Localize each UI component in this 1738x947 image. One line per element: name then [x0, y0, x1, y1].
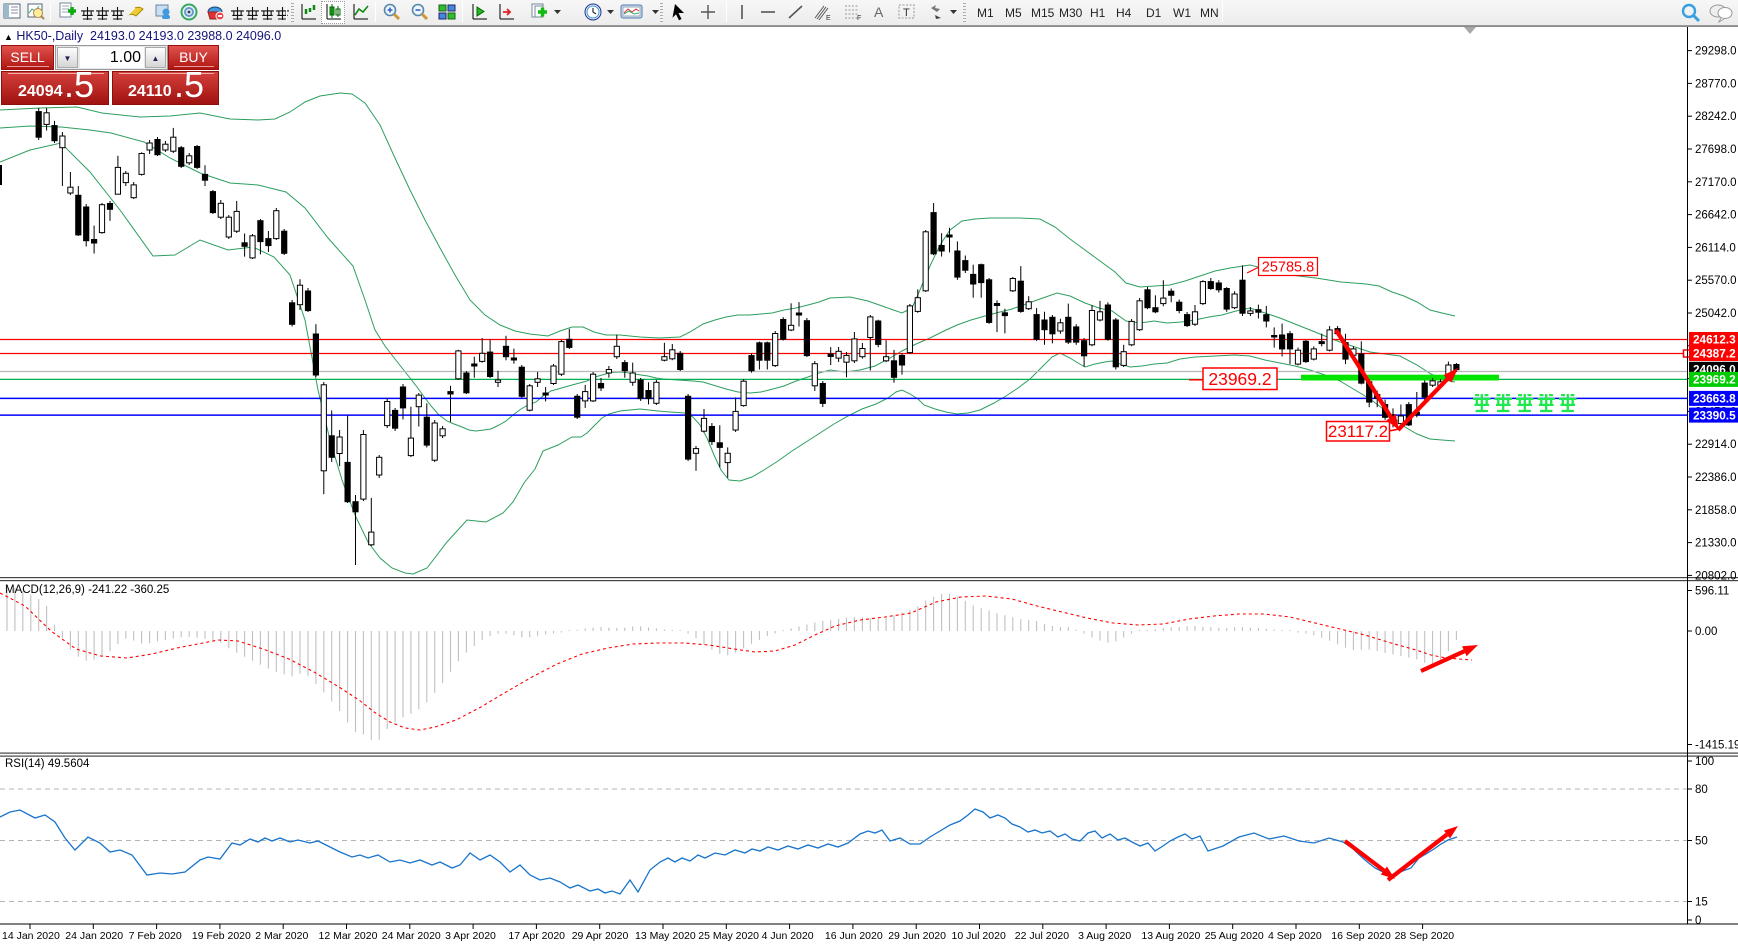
svg-text:23663.8: 23663.8 — [1693, 392, 1736, 406]
svg-text:7 Feb 2020: 7 Feb 2020 — [129, 930, 182, 942]
svg-text:0: 0 — [1695, 915, 1701, 927]
svg-text:29 Apr 2020: 29 Apr 2020 — [572, 930, 629, 942]
svg-text:4 Jun 2020: 4 Jun 2020 — [762, 930, 814, 942]
svg-text:-1415.19: -1415.19 — [1695, 740, 1738, 752]
svg-text:25570.0: 25570.0 — [1695, 275, 1737, 287]
svg-text:28242.0: 28242.0 — [1695, 111, 1737, 123]
svg-text:10 Jul 2020: 10 Jul 2020 — [952, 930, 1006, 942]
svg-text:50: 50 — [1695, 836, 1708, 848]
svg-text:24387.2: 24387.2 — [1693, 347, 1736, 361]
svg-text:25 May 2020: 25 May 2020 — [698, 930, 759, 942]
svg-text:28 Sep 2020: 28 Sep 2020 — [1395, 930, 1455, 942]
svg-text:27698.0: 27698.0 — [1695, 144, 1737, 156]
svg-text:23117.2: 23117.2 — [1328, 422, 1388, 441]
svg-text:100: 100 — [1695, 756, 1714, 768]
svg-text:3 Apr 2020: 3 Apr 2020 — [445, 930, 496, 942]
svg-text:25785.8: 25785.8 — [1262, 260, 1314, 276]
svg-text:16 Jun 2020: 16 Jun 2020 — [825, 930, 883, 942]
svg-text:28770.0: 28770.0 — [1695, 78, 1737, 90]
svg-text:25 Aug 2020: 25 Aug 2020 — [1205, 930, 1264, 942]
svg-text:23969.2: 23969.2 — [1693, 373, 1736, 387]
svg-text:23390.5: 23390.5 — [1693, 408, 1736, 422]
svg-text:RSI(14) 49.5604: RSI(14) 49.5604 — [5, 758, 90, 770]
svg-text:22 Jul 2020: 22 Jul 2020 — [1015, 930, 1069, 942]
svg-text:20802.0: 20802.0 — [1695, 570, 1737, 582]
svg-text:F: F — [857, 15, 861, 22]
svg-text:2 Mar 2020: 2 Mar 2020 — [255, 930, 308, 942]
svg-text:26642.0: 26642.0 — [1695, 210, 1737, 222]
svg-text:13 May 2020: 13 May 2020 — [635, 930, 696, 942]
svg-text:80: 80 — [1695, 784, 1708, 796]
svg-text:A: A — [874, 4, 884, 20]
svg-text:21330.0: 21330.0 — [1695, 538, 1737, 550]
svg-text:596.11: 596.11 — [1695, 586, 1729, 598]
svg-text:14 Jan 2020: 14 Jan 2020 — [2, 930, 60, 942]
svg-text:22386.0: 22386.0 — [1695, 472, 1737, 484]
svg-text:24 Mar 2020: 24 Mar 2020 — [382, 930, 441, 942]
svg-text:29 Jun 2020: 29 Jun 2020 — [888, 930, 946, 942]
svg-text:13 Aug 2020: 13 Aug 2020 — [1141, 930, 1200, 942]
svg-text:26114.0: 26114.0 — [1695, 242, 1736, 254]
svg-text:0.00: 0.00 — [1695, 626, 1717, 638]
svg-text:24612.3: 24612.3 — [1693, 333, 1736, 347]
svg-text:3 Aug 2020: 3 Aug 2020 — [1078, 930, 1131, 942]
svg-text:27170.0: 27170.0 — [1695, 177, 1737, 189]
svg-text:22914.0: 22914.0 — [1695, 439, 1737, 451]
svg-text:16 Sep 2020: 16 Sep 2020 — [1331, 930, 1391, 942]
svg-text:12 Mar 2020: 12 Mar 2020 — [319, 930, 378, 942]
svg-text:19 Feb 2020: 19 Feb 2020 — [192, 930, 251, 942]
svg-text:15: 15 — [1695, 897, 1708, 909]
svg-text:17 Apr 2020: 17 Apr 2020 — [508, 930, 565, 942]
svg-text:21858.0: 21858.0 — [1695, 505, 1737, 517]
svg-text:4 Sep 2020: 4 Sep 2020 — [1268, 930, 1322, 942]
svg-text:29298.0: 29298.0 — [1695, 46, 1737, 58]
svg-text:MACD(12,26,9) -241.22 -360.25: MACD(12,26,9) -241.22 -360.25 — [5, 584, 169, 596]
svg-text:23969.2: 23969.2 — [1208, 369, 1271, 389]
svg-text:24 Jan 2020: 24 Jan 2020 — [65, 930, 123, 942]
svg-text:T: T — [903, 7, 910, 19]
svg-text:25042.0: 25042.0 — [1695, 308, 1737, 320]
svg-text:E: E — [826, 15, 831, 22]
